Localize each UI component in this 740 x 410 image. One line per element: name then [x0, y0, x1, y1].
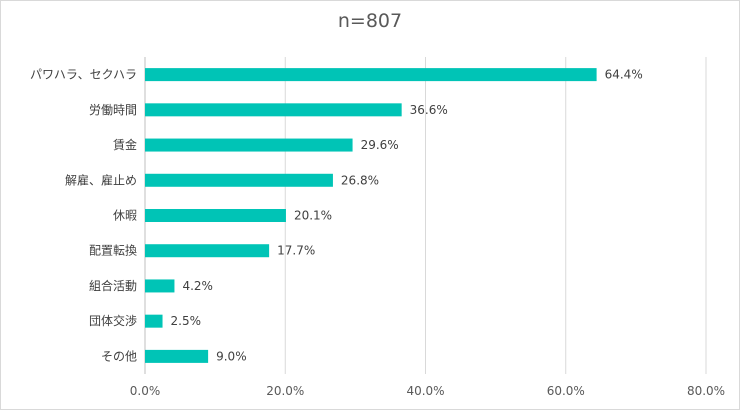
- category-label: 休暇: [113, 209, 137, 223]
- category-label: 労働時間: [89, 103, 137, 117]
- bar: [145, 279, 175, 293]
- bar: [145, 314, 163, 328]
- x-tick-label: 0.0%: [130, 384, 161, 398]
- bar: [145, 209, 286, 222]
- bar: [145, 349, 209, 363]
- data-label: 2.5%: [171, 314, 202, 328]
- data-label: 20.1%: [294, 209, 332, 223]
- category-label: 組合活動: [89, 278, 137, 293]
- category-label: その他: [101, 349, 137, 363]
- data-label: 9.0%: [216, 349, 247, 363]
- bar: [145, 244, 270, 258]
- bar: [145, 103, 402, 117]
- data-label: 17.7%: [277, 244, 315, 258]
- category-label: 解雇、雇止め: [65, 172, 137, 187]
- data-label: 64.4%: [605, 68, 643, 82]
- category-label: 団体交渉: [89, 313, 137, 328]
- x-tick-label: 80.0%: [687, 384, 725, 398]
- bar: [145, 173, 333, 187]
- x-tick-label: 40.0%: [406, 384, 444, 398]
- data-label: 26.8%: [341, 173, 379, 187]
- chart-title: n=807: [337, 10, 403, 32]
- x-tick-label: 60.0%: [547, 384, 585, 398]
- bar: [145, 68, 597, 82]
- data-label: 29.6%: [361, 138, 399, 152]
- category-label: 配置転換: [89, 244, 137, 258]
- category-label: パワハラ、セクハラ: [30, 68, 137, 82]
- x-tick-label: 20.0%: [266, 384, 304, 398]
- category-label: 賃金: [113, 137, 137, 152]
- data-label: 4.2%: [182, 279, 213, 293]
- data-label: 36.6%: [410, 103, 448, 117]
- bar: [145, 138, 353, 152]
